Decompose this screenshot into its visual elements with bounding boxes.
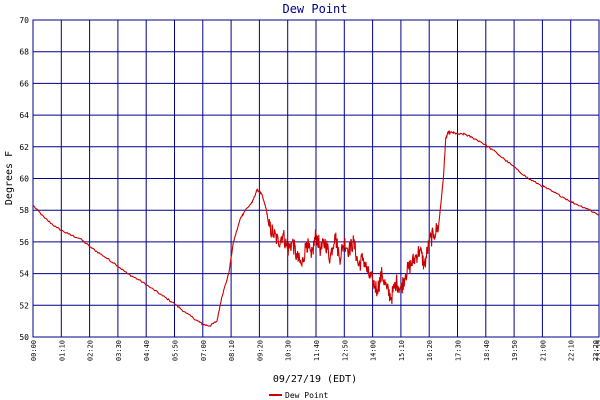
x-tick-label: 14:00 <box>370 340 378 361</box>
x-tick-label: 21:00 <box>539 340 547 361</box>
x-tick-label: 17:30 <box>455 340 463 361</box>
x-tick-label: 05:50 <box>172 340 180 361</box>
y-tick-label: 52 <box>19 301 29 310</box>
y-axis-title: Degrees F <box>4 151 15 205</box>
plot-area <box>32 19 600 338</box>
x-tick-label: 00:00 <box>30 340 38 361</box>
y-tick-label: 62 <box>19 143 29 152</box>
x-tick-label: 18:40 <box>483 340 491 361</box>
y-tick-label: 56 <box>19 238 29 247</box>
legend-label: Dew Point <box>285 391 329 400</box>
x-tick-label: 08:10 <box>228 340 236 361</box>
y-tick-label: 50 <box>19 333 29 342</box>
legend: Dew Point <box>269 391 329 400</box>
x-tick-label: 02:20 <box>87 340 95 361</box>
y-tick-label: 60 <box>19 175 29 184</box>
y-tick-label: 68 <box>19 48 29 57</box>
y-tick-label: 70 <box>19 16 29 25</box>
x-tick-label: 15:10 <box>398 340 406 361</box>
x-tick-label: 16:20 <box>426 340 434 361</box>
x-tick-label: 23:59 <box>595 340 600 361</box>
x-tick-labels: 00:00 01:10 02:20 03:30 04:40 05:50 07:00 08:10… <box>30 340 600 361</box>
x-tick-label: 12:50 <box>341 340 349 361</box>
y-tick-label: 66 <box>19 79 29 88</box>
y-tick-label: 64 <box>19 111 29 120</box>
x-tick-label: 03:30 <box>115 340 123 361</box>
x-tick-label: 11:40 <box>313 340 321 361</box>
x-tick-label: 07:00 <box>200 340 208 361</box>
x-tick-label: 04:40 <box>143 340 151 361</box>
series-line-dew-point <box>32 129 599 327</box>
x-axis-title: 09/27/19 (EDT) <box>273 374 357 385</box>
x-tick-label: 23:20 <box>592 340 600 361</box>
x-tick-label: 09:20 <box>256 340 264 361</box>
x-tick-label: 01:10 <box>58 340 66 361</box>
y-tick-label: 54 <box>19 270 29 279</box>
x-tick-label: 10:30 <box>285 340 293 361</box>
y-tick-labels: 50 52 54 56 58 60 62 64 66 68 70 <box>19 16 29 342</box>
y-tick-label: 58 <box>19 206 29 215</box>
x-tick-label: 22:10 <box>568 340 576 361</box>
grid-lines <box>33 20 599 337</box>
chart-title: Dew Point <box>282 2 347 16</box>
x-tick-label: 19:50 <box>511 340 519 361</box>
